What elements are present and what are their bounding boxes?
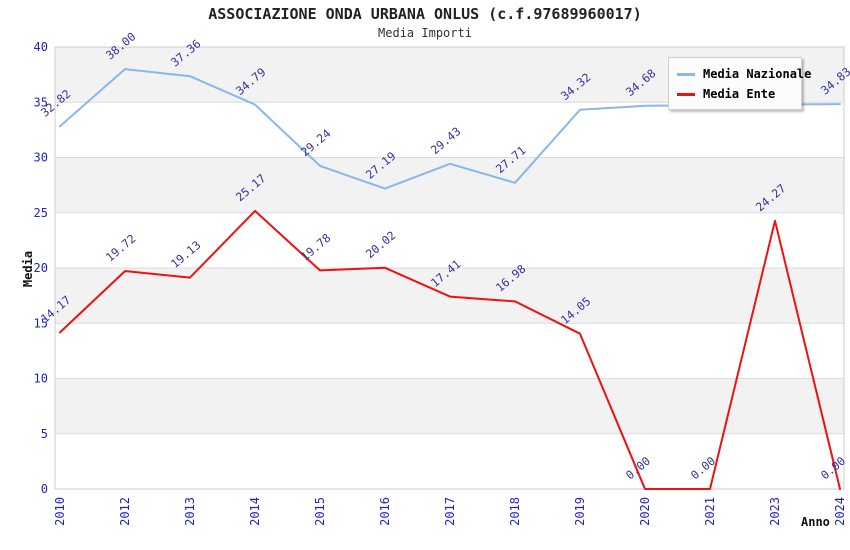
x-tick-label: 2018 (508, 497, 522, 526)
x-tick-label: 2019 (573, 497, 587, 526)
series-line-media-ente (59, 209, 841, 490)
x-tick-label: 2010 (53, 497, 67, 526)
x-tick-label: 2020 (638, 497, 652, 526)
x-tick-label: 2014 (248, 497, 262, 526)
y-axis-title: Media (21, 250, 35, 288)
y-tick-label: 35 (34, 95, 48, 109)
y-tick-label: 15 (34, 316, 48, 330)
x-tick-label: 2021 (703, 497, 717, 526)
plot-band (55, 323, 844, 379)
y-tick-label: 10 (34, 372, 48, 386)
media-ente-line-swatch (677, 92, 695, 96)
legend-item-media-nazionale: Media Nazionale (677, 67, 811, 81)
x-tick-label: 2015 (313, 497, 327, 526)
plot-band (55, 433, 844, 489)
plot-border (54, 46, 845, 490)
y-tick-label: 25 (34, 206, 48, 220)
x-tick-label: 2013 (183, 497, 197, 526)
plot-band (55, 212, 844, 268)
chart-subtitle: Media Importi (378, 26, 472, 40)
y-tick-label: 5 (41, 427, 48, 441)
chart-title: ASSOCIAZIONE ONDA URBANA ONLUS (c.f.9768… (208, 5, 642, 23)
y-tick-label: 40 (34, 40, 48, 54)
legend-label-media-nazionale: Media Nazionale (703, 67, 812, 81)
x-tick-label: 2024 (833, 497, 847, 526)
x-tick-label: 2017 (443, 497, 457, 526)
x-tick-label: 2012 (118, 497, 132, 526)
x-axis-title: Anno (801, 515, 830, 529)
legend-label-media-ente: Media Ente (703, 87, 776, 101)
legend-item-media-ente: Media Ente (677, 87, 793, 101)
media-nazionale-line-swatch (677, 72, 695, 76)
x-tick-label: 2023 (768, 497, 782, 526)
plot-band (55, 157, 844, 213)
y-tick-label: 20 (34, 261, 48, 275)
x-tick-label: 2016 (378, 497, 392, 526)
y-tick-label: 30 (34, 151, 48, 165)
y-tick-label: 0 (41, 482, 48, 496)
plot-band (55, 378, 844, 434)
plot-band (55, 102, 844, 158)
legend: Media Nazionale Media Ente (668, 57, 811, 110)
